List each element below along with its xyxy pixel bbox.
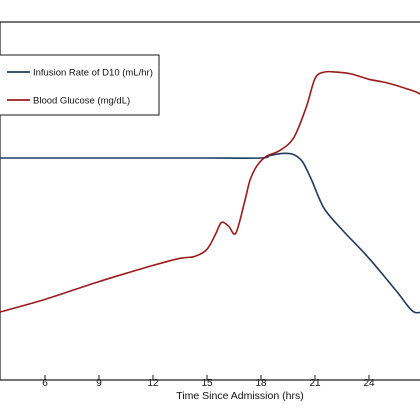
legend-label-infusion: Infusion Rate of D10 (mL/hr): [33, 68, 153, 79]
x-tick-label: 15: [201, 378, 213, 389]
series-line-blood-glucose: [0, 70, 420, 313]
x-tick-label: 9: [96, 378, 102, 389]
legend-box: [0, 54, 160, 116]
x-tick-label: 21: [309, 378, 321, 389]
legend: Infusion Rate of D10 (mL/hr) Blood Gluco…: [0, 54, 160, 116]
series-layer: [0, 70, 420, 314]
x-axis: 6912151821242: [42, 375, 375, 389]
series-line-infusion-rate: [0, 152, 420, 314]
x-tick-label: 6: [42, 378, 48, 389]
x-axis-title: Time Since Admission (hrs): [176, 390, 303, 402]
x-tick-label: 12: [147, 378, 159, 389]
plot-frame: [0, 21, 420, 381]
x-tick-label: 24: [363, 378, 375, 389]
legend-label-glucose: Blood Glucose (mg/dL): [33, 96, 130, 107]
x-tick-label: 18: [255, 378, 267, 389]
